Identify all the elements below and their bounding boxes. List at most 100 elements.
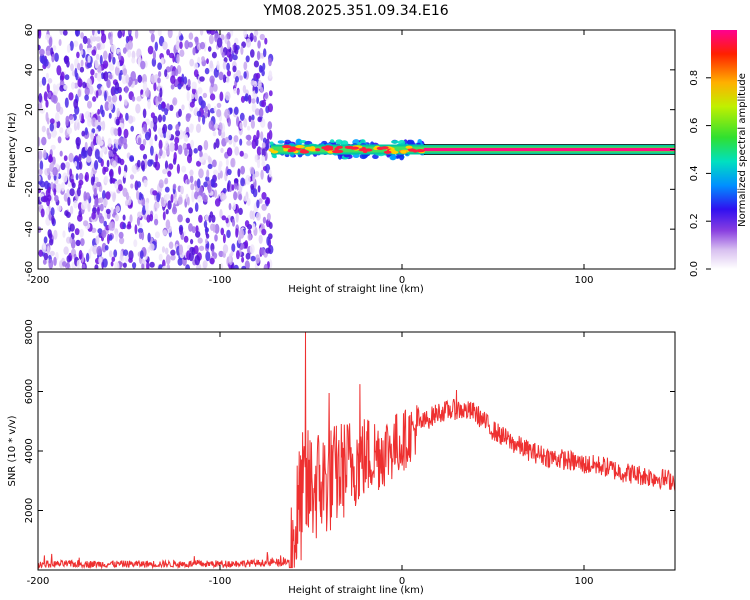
heatmap-speckle [205, 238, 208, 244]
heatmap-speckle [233, 135, 239, 143]
heatmap-speckle [80, 49, 84, 55]
heatmap-speckle [177, 258, 183, 266]
heatmap-band-halo [269, 141, 274, 146]
heatmap-speckle [94, 160, 99, 170]
heatmap-speckle [91, 49, 97, 56]
heatmap-speckle [94, 119, 99, 128]
heatmap-speckle [243, 153, 249, 159]
heatmap-speckle [257, 159, 261, 169]
heatmap-speckle [256, 199, 260, 209]
heatmap-speckle [225, 76, 230, 84]
heatmap-speckle [167, 124, 173, 131]
heatmap-speckle [238, 193, 243, 201]
colorbar-tick-label: 0.0 [689, 261, 700, 277]
heatmap-speckle [92, 35, 97, 42]
heatmap-speckle [261, 203, 267, 211]
heatmap-speckle [199, 245, 205, 251]
heatmap-speckle [110, 207, 114, 215]
heatmap-speckle [62, 30, 68, 36]
heatmap-speckle [108, 74, 113, 80]
heatmap-speckle [55, 112, 60, 123]
heatmap-speckle [224, 108, 230, 119]
heatmap-speckle [254, 154, 258, 163]
heatmap-speckle [147, 45, 154, 55]
spectrogram-x-axis: -200 -100 0 100 [27, 30, 594, 286]
heatmap-speckle [260, 169, 264, 180]
heatmap-speckle [150, 74, 156, 84]
heatmap-speckle [246, 140, 252, 146]
heatmap-speckle [208, 34, 214, 45]
heatmap-speckle [258, 107, 264, 118]
heatmap-speckle [187, 196, 190, 206]
heatmap-speckle [111, 256, 116, 262]
heatmap-speckle [202, 192, 206, 202]
heatmap-speckle [245, 252, 251, 260]
heatmap-speckle [218, 71, 224, 81]
heatmap-speckle [252, 188, 258, 198]
heatmap-speckle [144, 201, 149, 212]
heatmap-speckle [257, 185, 261, 193]
heatmap-speckle [77, 62, 81, 71]
heatmap-speckle [108, 101, 114, 111]
heatmap-speckle [133, 239, 138, 248]
heatmap-speckle [190, 123, 194, 131]
spectrogram-heatmap [38, 30, 675, 269]
heatmap-speckle [77, 214, 83, 222]
heatmap-speckle [127, 35, 133, 43]
heatmap-speckle [43, 236, 48, 244]
heatmap-band-peak [381, 146, 389, 150]
heatmap-speckle [78, 172, 84, 181]
heatmap-speckle [243, 118, 248, 128]
colorbar-tick-label: 0.4 [689, 165, 700, 181]
heatmap-speckle [202, 260, 208, 269]
heatmap-speckle [254, 86, 259, 94]
heatmap-speckle [172, 55, 176, 63]
heatmap-speckle [172, 97, 178, 106]
heatmap-speckle [239, 150, 244, 157]
heatmap-speckle [164, 177, 169, 185]
heatmap-speckle [203, 140, 209, 151]
heatmap-speckle [157, 62, 163, 70]
heatmap-speckle [42, 259, 47, 265]
heatmap-speckle [168, 241, 174, 249]
heatmap-speckle [262, 216, 267, 224]
heatmap-speckle [95, 36, 101, 42]
heatmap-speckle [118, 72, 122, 81]
heatmap-speckle [113, 249, 118, 258]
heatmap-speckle [129, 155, 135, 162]
snr-x-tick-label: -200 [27, 576, 50, 587]
heatmap-speckle [229, 107, 233, 114]
heatmap-speckle [251, 114, 255, 121]
heatmap-speckle [167, 170, 172, 177]
heatmap-speckle [76, 122, 80, 131]
heatmap-speckle [198, 214, 203, 223]
heatmap-speckle [266, 197, 271, 205]
heatmap-speckle [194, 202, 199, 212]
heatmap-speckle [64, 97, 69, 108]
heatmap-speckle [84, 94, 89, 101]
heatmap-speckle [193, 62, 199, 70]
heatmap-speckle [38, 136, 41, 147]
heatmap-speckle [228, 134, 233, 141]
heatmap-speckle [74, 228, 80, 236]
heatmap-speckle [157, 127, 163, 135]
heatmap-band-halo [284, 153, 290, 158]
spectrogram-x-label: Height of straight line (km) [288, 284, 424, 295]
heatmap-speckle [131, 164, 137, 173]
heatmap-speckle [118, 184, 123, 192]
colorbar: 0.0 0.2 0.4 0.6 0.8 Normalized spectral ampl… [689, 30, 748, 277]
heatmap-speckle [51, 53, 55, 63]
heatmap-speckle [147, 232, 151, 243]
heatmap-speckle [101, 146, 106, 153]
heatmap-speckle [239, 138, 243, 146]
heatmap-speckle [178, 244, 184, 255]
heatmap-speckle [220, 227, 225, 236]
heatmap-speckle [238, 207, 243, 215]
heatmap-speckle [79, 161, 83, 170]
heatmap-speckle [92, 135, 97, 146]
heatmap-speckle [154, 218, 159, 226]
spectrogram-panel: -200 -100 0 100 60 40 20 0 -20 -40 -60 Height of … [7, 24, 676, 295]
heatmap-speckle [86, 78, 92, 89]
heatmap-speckle [80, 59, 84, 67]
heatmap-speckle [89, 35, 93, 46]
